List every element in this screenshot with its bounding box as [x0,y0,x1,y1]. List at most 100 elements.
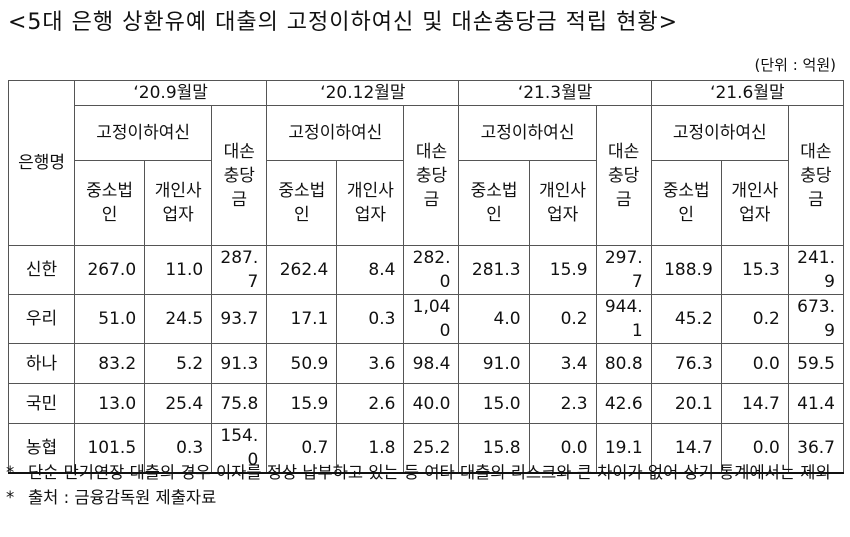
cell: 14.7 [650,423,722,474]
data-row: 신한 267.0 11.0 287.7 262.4 8.4 282.0 281.3 15.9 29… [7,245,845,295]
cell: 59.5 [787,343,845,384]
cell: 41.4 [787,383,845,424]
allowance-header: 대손충당금 [595,105,652,246]
cell: 15.9 [528,245,597,295]
note: * 출처 : 금융감독원 제출자료 [6,485,836,510]
cell: 241.9 [787,245,845,295]
bank-name: 우리 [7,294,76,344]
cell: 19.1 [595,423,652,474]
cell: 0.3 [336,294,405,344]
unit: (단위 : 억원) [754,56,837,74]
cell: 8.4 [336,245,405,295]
data-row: 국민 13.0 25.4 75.8 15.9 2.6 40.0 15.0 2.3 42.6 20.1… [7,383,845,424]
cell: 91.3 [211,343,268,384]
cell: 282.0 [403,245,460,295]
allowance-header: 대손충당금 [403,105,460,246]
cell: 2.3 [528,383,597,424]
title: <5대 은행 상환유예 대출의 고정이하여신 및 대손충당금 적립 현황> [8,10,679,35]
cell: 15.0 [458,383,530,424]
note-marker: * [6,463,15,482]
bank-name: 국민 [7,383,76,424]
cell: 83.2 [74,343,146,384]
bank-name: 농협 [7,423,76,474]
npl-header: 고정이하여신 [458,105,597,161]
cell: 36.7 [787,423,845,474]
cell: 93.7 [211,294,268,344]
note-marker: * [6,488,15,507]
header-row: 은행명 ‘20.9월말 ‘20.12월말 ‘21.3월말 ‘21.6월말 [7,80,845,246]
allowance-header: 대손충당금 [787,105,845,246]
period-header: ‘20.9월말 [74,80,268,106]
cell: 25.4 [144,383,213,424]
cell: 4.0 [458,294,530,344]
period-header: ‘21.6월말 [650,80,845,106]
cell: 50.9 [266,343,338,384]
cell: 944.1 [595,294,652,344]
cell: 91.0 [458,343,530,384]
sme-header: 중소법인 [458,160,530,246]
period-header: ‘21.3월말 [458,80,652,106]
cell: 3.6 [336,343,405,384]
note-text: 단순 만기연장 대출의 경우 이자를 정상 납부하고 있는 등 여타 대출의 리… [28,463,831,482]
period-header: ‘20.12월말 [266,80,460,106]
cell: 76.3 [650,343,722,384]
individual-header: 개인사업자 [528,160,597,246]
table: 은행명 ‘20.9월말 ‘20.12월말 ‘21.3월말 ‘21.6월말 고정이하여신 대손… [7,80,845,474]
header-row: 중소법인 개인사업자 중소법인 개인사업자 중소법인 개인사업자 중소법인 개인사업자 [9,160,844,246]
cell: 51.0 [74,294,146,344]
bank-header: 은행명 [7,80,76,246]
header-row: 고정이하여신 대손충당금 고정이하여신 대손충당금 고정이하여신 대손충당금 고정이하여신 대… [9,105,845,246]
cell: 20.1 [650,383,722,424]
cell: 0.0 [720,343,789,384]
cell: 5.2 [144,343,213,384]
cell: 45.2 [650,294,722,344]
sme-header: 중소법인 [266,160,338,246]
cell: 25.2 [403,423,460,474]
note: * 단순 만기연장 대출의 경우 이자를 정상 납부하고 있는 등 여타 대출의 … [6,460,836,485]
note-text: 출처 : 금융감독원 제출자료 [28,488,217,507]
cell: 3.4 [528,343,597,384]
cell: 1.8 [336,423,405,474]
cell: 98.4 [403,343,460,384]
cell: 2.6 [336,383,405,424]
cell: 0.2 [528,294,597,344]
cell: 42.6 [595,383,652,424]
cell: 17.1 [266,294,338,344]
npl-header: 고정이하여신 [266,105,405,161]
notes: * 단순 만기연장 대출의 경우 이자를 정상 납부하고 있는 등 여타 대출의 … [6,460,836,510]
npl-header: 고정이하여신 [74,105,213,161]
cell: 297.7 [595,245,652,295]
cell: 80.8 [595,343,652,384]
cell: 15.3 [720,245,789,295]
cell: 673.9 [787,294,845,344]
cell: 281.3 [458,245,530,295]
individual-header: 개인사업자 [144,160,213,246]
cell: 75.8 [211,383,268,424]
cell: 101.5 [74,423,146,474]
allowance-header: 대손충당금 [211,105,268,246]
cell: 188.9 [650,245,722,295]
data-row: 하나 83.2 5.2 91.3 50.9 3.6 98.4 91.0 3.4 80.8 76.3 0… [7,343,845,384]
cell: 0.2 [720,294,789,344]
cell: 0.0 [720,423,789,474]
cell: 40.0 [403,383,460,424]
npl-header: 고정이하여신 [650,105,789,161]
cell: 15.8 [458,423,530,474]
individual-header: 개인사업자 [336,160,405,246]
cell: 13.0 [74,383,146,424]
cell: 14.7 [720,383,789,424]
individual-header: 개인사업자 [720,160,789,246]
cell: 287.7 [211,245,268,295]
cell: 1,040 [403,294,460,344]
cell: 11.0 [144,245,213,295]
cell: 24.5 [144,294,213,344]
cell: 154.0 [211,423,268,474]
data-row: 농협 101.5 0.3 154.0 0.7 1.8 25.2 15.8 0.0 19.1 14.7… [7,423,845,474]
cell: 15.9 [266,383,338,424]
data-row: 우리 51.0 24.5 93.7 17.1 0.3 1,040 4.0 0.2 944.1 45.… [7,294,845,344]
sme-header: 중소법인 [650,160,722,246]
cell: 267.0 [74,245,146,295]
sme-header: 중소법인 [74,160,146,246]
cell: 0.0 [528,423,597,474]
bank-name: 하나 [7,343,76,384]
